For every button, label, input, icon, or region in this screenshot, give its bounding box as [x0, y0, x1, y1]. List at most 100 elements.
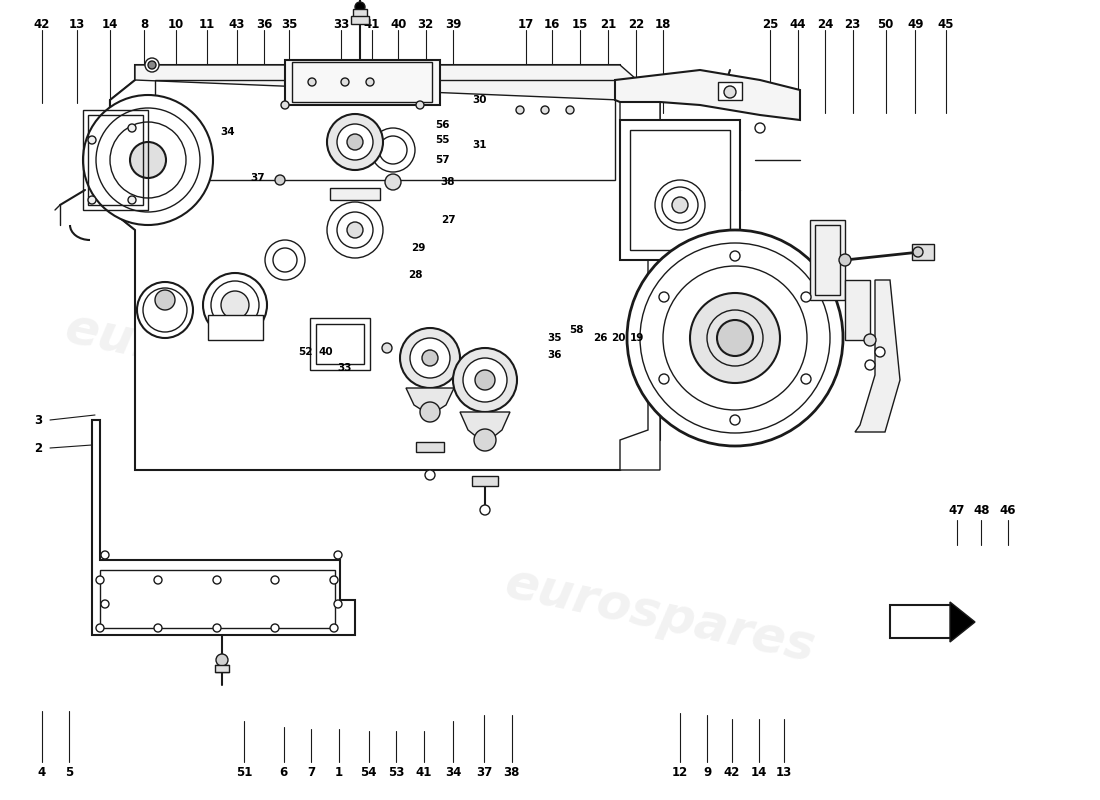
- Text: 51: 51: [236, 766, 252, 778]
- Bar: [316, 324, 364, 364]
- Bar: [472, 476, 498, 486]
- Text: 15: 15: [572, 18, 587, 31]
- Circle shape: [271, 576, 279, 584]
- Circle shape: [138, 282, 192, 338]
- Circle shape: [422, 350, 438, 366]
- Circle shape: [410, 338, 450, 378]
- Circle shape: [341, 78, 349, 86]
- Circle shape: [221, 291, 249, 319]
- Bar: [810, 220, 845, 300]
- Circle shape: [400, 328, 460, 388]
- Polygon shape: [950, 602, 975, 642]
- Text: 17: 17: [518, 18, 534, 31]
- Text: 5: 5: [65, 766, 74, 778]
- Circle shape: [346, 134, 363, 150]
- Circle shape: [801, 292, 811, 302]
- Circle shape: [801, 374, 811, 384]
- Text: 25: 25: [762, 18, 778, 31]
- Circle shape: [130, 142, 166, 178]
- Text: 34: 34: [446, 766, 461, 778]
- Circle shape: [88, 196, 96, 204]
- Text: 48: 48: [974, 504, 990, 517]
- Text: 26: 26: [593, 333, 607, 343]
- Text: 36: 36: [256, 18, 272, 31]
- Text: 16: 16: [544, 18, 560, 31]
- Bar: [214, 665, 229, 672]
- Text: 1: 1: [334, 766, 343, 778]
- Text: 21: 21: [601, 18, 616, 31]
- Bar: [912, 244, 934, 260]
- Circle shape: [213, 576, 221, 584]
- Circle shape: [382, 343, 392, 353]
- Text: 34: 34: [221, 127, 235, 137]
- Circle shape: [101, 551, 109, 559]
- Circle shape: [96, 624, 104, 632]
- Text: 28: 28: [408, 270, 422, 280]
- Circle shape: [334, 551, 342, 559]
- Text: 58: 58: [569, 325, 583, 335]
- Circle shape: [627, 230, 843, 446]
- Text: 47: 47: [949, 504, 965, 517]
- Circle shape: [308, 78, 316, 86]
- Circle shape: [672, 197, 688, 213]
- Text: 33: 33: [338, 363, 352, 373]
- Text: 13: 13: [777, 766, 792, 778]
- Circle shape: [874, 347, 886, 357]
- Text: 46: 46: [999, 504, 1016, 517]
- Text: 32: 32: [418, 18, 433, 31]
- Text: 52: 52: [298, 347, 312, 357]
- Text: 9: 9: [703, 766, 712, 778]
- Text: 3: 3: [34, 414, 42, 426]
- Circle shape: [659, 374, 669, 384]
- Text: 50: 50: [878, 18, 893, 31]
- Text: 14: 14: [751, 766, 767, 778]
- Text: 10: 10: [168, 18, 184, 31]
- Text: 2: 2: [34, 442, 42, 454]
- Text: 57: 57: [434, 155, 449, 165]
- Text: 49: 49: [906, 18, 923, 31]
- Circle shape: [128, 196, 136, 204]
- Circle shape: [865, 360, 874, 370]
- Text: 43: 43: [229, 18, 244, 31]
- Bar: [310, 318, 370, 370]
- Circle shape: [101, 600, 109, 608]
- Text: 13: 13: [69, 18, 85, 31]
- Text: 44: 44: [790, 18, 805, 31]
- Text: 4: 4: [37, 766, 46, 778]
- Polygon shape: [135, 65, 660, 120]
- Circle shape: [420, 402, 440, 422]
- Bar: [88, 115, 143, 205]
- Text: 14: 14: [102, 18, 118, 31]
- Text: 35: 35: [282, 18, 297, 31]
- Polygon shape: [110, 65, 660, 470]
- Text: 20: 20: [610, 333, 625, 343]
- Text: 42: 42: [724, 766, 739, 778]
- Text: eurospares: eurospares: [60, 304, 380, 416]
- Text: 40: 40: [319, 347, 333, 357]
- Text: 23: 23: [845, 18, 860, 31]
- Text: 39: 39: [446, 18, 461, 31]
- Text: 36: 36: [548, 350, 562, 360]
- Circle shape: [913, 247, 923, 257]
- Circle shape: [690, 293, 780, 383]
- Circle shape: [145, 58, 160, 72]
- Circle shape: [154, 624, 162, 632]
- Text: 7: 7: [307, 766, 316, 778]
- Bar: [330, 188, 380, 200]
- Text: 8: 8: [140, 18, 148, 31]
- Text: 54: 54: [361, 766, 376, 778]
- Bar: [82, 110, 148, 210]
- Polygon shape: [615, 70, 800, 120]
- Circle shape: [755, 123, 764, 133]
- Circle shape: [271, 624, 279, 632]
- Circle shape: [717, 320, 754, 356]
- Polygon shape: [845, 280, 870, 340]
- Bar: [155, 80, 615, 180]
- Circle shape: [82, 95, 213, 225]
- Circle shape: [96, 576, 104, 584]
- Circle shape: [425, 470, 435, 480]
- Text: 29: 29: [410, 243, 426, 253]
- Polygon shape: [890, 605, 970, 638]
- Text: 41: 41: [416, 766, 431, 778]
- Bar: [620, 120, 740, 260]
